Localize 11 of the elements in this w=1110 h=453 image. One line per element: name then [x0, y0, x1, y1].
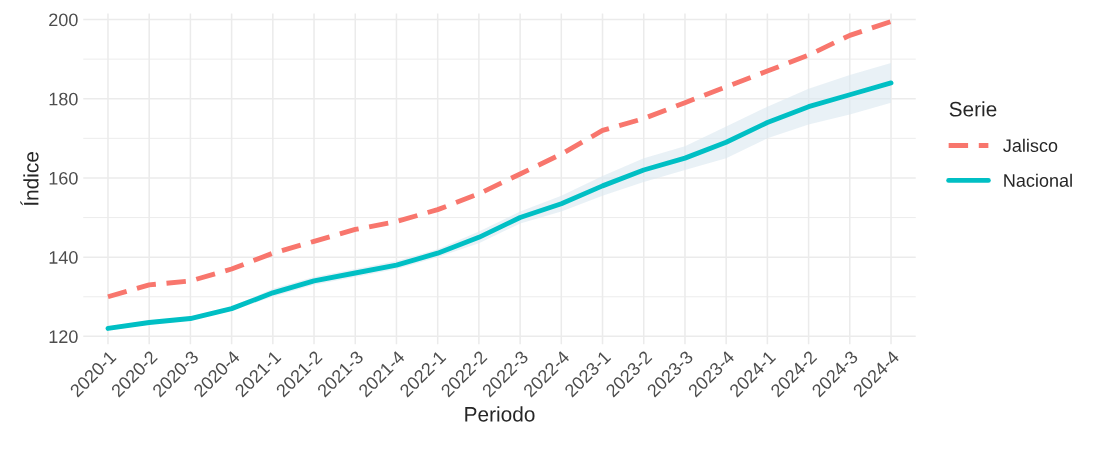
x-axis-title: Periodo: [465, 406, 535, 422]
y-tick-label: 140: [49, 251, 78, 264]
y-axis-title: Índice: [20, 152, 39, 206]
y-tick-label: 160: [49, 171, 78, 185]
line-series: [105, 19, 894, 300]
y-tick-label: 120: [49, 330, 78, 344]
y-tick-label: 180: [49, 92, 78, 106]
legend-label: Nacional: [1004, 173, 1072, 187]
legend-label: Jalisco: [1003, 138, 1058, 153]
y-tick-label: 200: [49, 13, 78, 27]
legend-title: Serie: [949, 101, 997, 117]
